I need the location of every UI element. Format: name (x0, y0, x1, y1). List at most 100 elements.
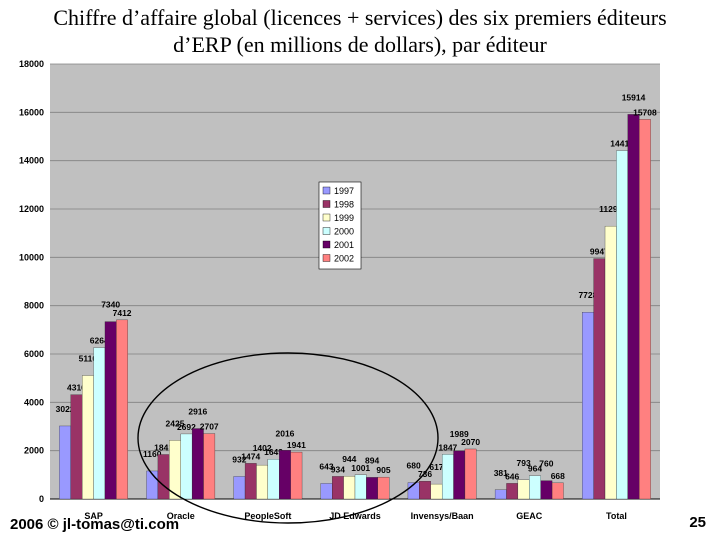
slide-title: Chiffre d’affaire global (licences + ser… (0, 4, 720, 58)
bar (627, 114, 640, 500)
legend-swatch (322, 227, 331, 235)
bar (604, 225, 617, 500)
y-tick-label: 8000 (24, 301, 44, 311)
legend-label: 2002 (334, 254, 354, 264)
bar (256, 464, 269, 500)
y-tick-label: 0 (39, 494, 44, 504)
x-tick-label: Total (606, 511, 627, 521)
legend-swatch (322, 200, 331, 208)
data-label: 668 (551, 471, 565, 481)
legend-label: 1999 (334, 213, 354, 223)
footer-copyright: 2006 © jl-tomas@ti.com (10, 516, 180, 533)
x-tick-label: SAP (84, 511, 103, 521)
bar (169, 440, 181, 500)
data-label: 964 (528, 464, 542, 474)
data-label: 646 (505, 471, 519, 481)
bar (441, 454, 454, 500)
data-label: 7412 (113, 308, 132, 318)
x-tick-label: Oracle (167, 511, 195, 521)
bar (494, 489, 507, 500)
legend-label: 1997 (334, 186, 354, 196)
data-label: 2016 (275, 428, 294, 438)
bar (244, 463, 257, 500)
bar (233, 476, 246, 500)
bar (191, 428, 204, 500)
data-label: 7340 (101, 300, 120, 310)
data-label: 1941 (287, 440, 306, 450)
y-tick-label: 2000 (24, 446, 44, 456)
data-label: 894 (365, 455, 379, 465)
slide-title-line-1: Chiffre d’affaire global (licences + ser… (53, 5, 667, 30)
bar (343, 476, 356, 500)
x-tick-label: JD Edwards (329, 511, 381, 521)
data-label: 9947 (590, 247, 609, 257)
data-label: 2425 (166, 418, 185, 428)
bar (464, 448, 477, 500)
bar (540, 480, 553, 500)
bar (430, 483, 443, 500)
data-label: 2692 (177, 422, 196, 432)
bar (593, 258, 606, 500)
x-tick-label: Invensys/Baan (411, 511, 474, 521)
data-label: 760 (539, 459, 553, 469)
data-label: 2916 (188, 407, 207, 417)
data-label: 15914 (622, 92, 646, 102)
bar (453, 450, 466, 500)
data-label: 7728 (578, 290, 597, 300)
bar (616, 150, 628, 500)
bar (332, 476, 344, 500)
y-tick-label: 6000 (24, 349, 44, 359)
legend-label: 2001 (334, 240, 354, 250)
data-label: 4316 (67, 383, 86, 393)
bar (320, 483, 333, 500)
y-tick-label: 12000 (19, 204, 44, 214)
data-label: 1474 (241, 451, 260, 461)
bar (290, 451, 303, 500)
legend-swatch (322, 254, 331, 262)
data-label: 1989 (450, 429, 469, 439)
data-label: 1402 (253, 443, 272, 453)
x-tick-label: GEAC (516, 511, 543, 521)
plot-area (50, 64, 660, 499)
data-label: 1847 (438, 442, 457, 452)
data-label: 617 (429, 462, 443, 472)
y-tick-label: 14000 (19, 156, 44, 166)
data-label: 680 (407, 461, 421, 471)
data-label: 643 (319, 461, 333, 471)
y-tick-label: 4000 (24, 397, 44, 407)
bar (506, 483, 519, 500)
data-label: 6264 (90, 336, 109, 346)
bar (70, 394, 83, 500)
data-label: 905 (376, 465, 390, 475)
bar (517, 479, 530, 500)
x-tick-label: PeopleSoft (244, 511, 291, 521)
y-tick-label: 16000 (19, 107, 44, 117)
data-label: 11291 (599, 204, 622, 214)
data-label: 381 (494, 468, 508, 478)
data-label: 932 (232, 454, 246, 464)
data-label: 934 (331, 464, 345, 474)
bar (279, 450, 291, 500)
bar (551, 482, 564, 500)
data-label: 3022 (56, 404, 75, 414)
bar (157, 454, 170, 500)
bar (377, 476, 390, 500)
highlight-ellipse (137, 352, 439, 524)
bar (354, 474, 367, 500)
bar (82, 375, 94, 500)
page-number: 25 (689, 514, 706, 531)
data-label: 2070 (461, 437, 480, 447)
y-tick-label: 10000 (19, 252, 44, 262)
legend-label: 1998 (334, 200, 354, 210)
data-label: 1001 (351, 463, 370, 473)
slide-title-line-2: d’ERP (en millions de dollars), par édit… (173, 32, 547, 57)
data-label: 1160 (143, 449, 162, 459)
y-tick-label: 18000 (19, 59, 44, 69)
data-label: 944 (342, 454, 356, 464)
legend-label: 2000 (334, 227, 354, 237)
data-label: 15708 (633, 107, 657, 117)
bar (203, 433, 216, 500)
data-label: 14417 (610, 139, 634, 149)
data-label: 736 (418, 469, 432, 479)
